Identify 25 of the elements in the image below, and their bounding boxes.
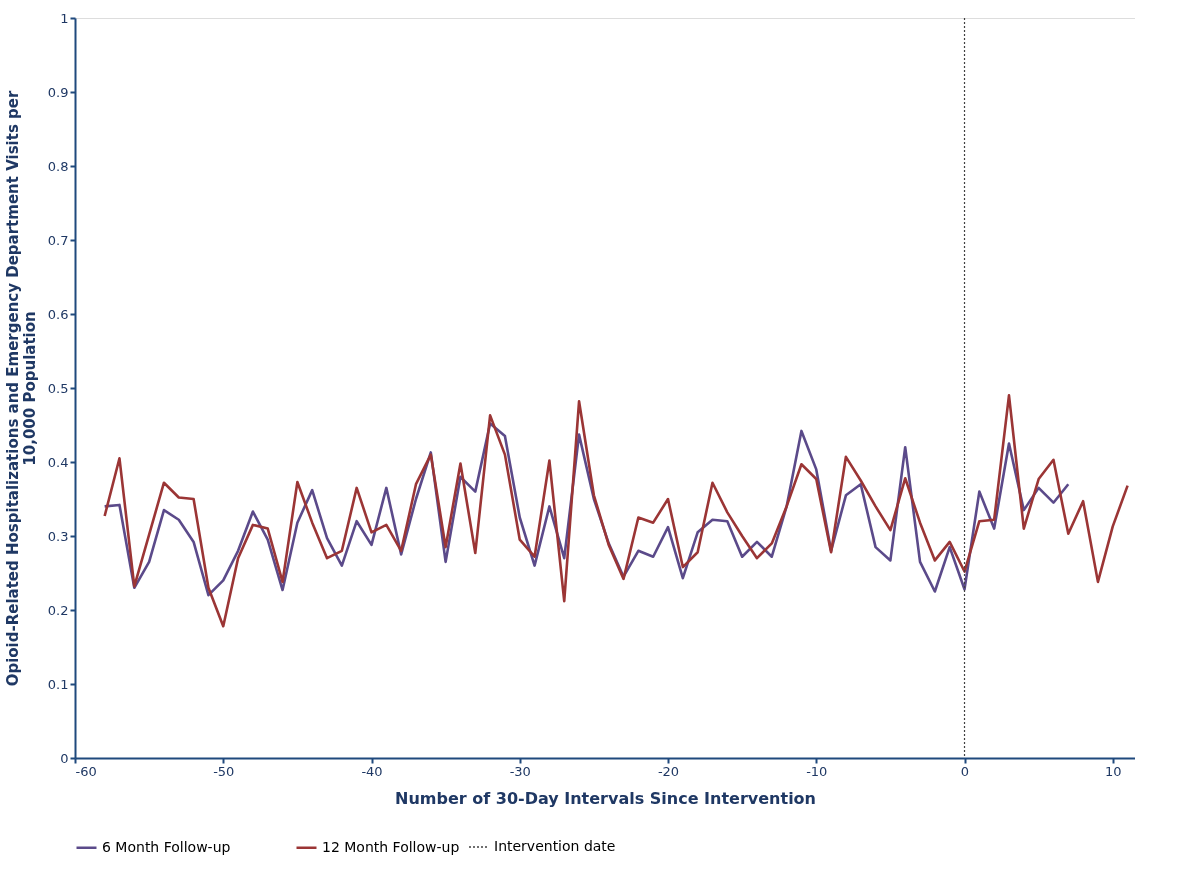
y-tick-label: 0.9 bbox=[47, 84, 69, 100]
x-tick-label: -60 bbox=[75, 763, 97, 779]
line-series bbox=[103, 394, 1129, 628]
x-tick-label: -40 bbox=[361, 763, 383, 779]
x-axis-title: Number of 30-Day Intervals Since Intervention bbox=[395, 788, 816, 808]
legend-label: 6 Month Follow-up bbox=[102, 838, 231, 855]
y-tick-label: 0.8 bbox=[47, 158, 69, 174]
legend-label: Intervention date bbox=[494, 838, 616, 854]
y-tick-label: 1 bbox=[60, 10, 69, 26]
x-tick-label: -50 bbox=[213, 763, 235, 779]
x-tick-label: -30 bbox=[509, 763, 531, 779]
y-tick-label: 0.5 bbox=[47, 380, 69, 396]
y-tick-label: 0.7 bbox=[47, 232, 69, 248]
y-axis-title: Opioid-Related Hospitalizations and Emergency Department Visits per 10,000 Population bbox=[3, 90, 39, 687]
y-tick-label: 0.4 bbox=[47, 454, 69, 470]
x-tick-label: 10 bbox=[1104, 763, 1122, 779]
y-tick-label: 0 bbox=[60, 750, 69, 766]
x-tick-label: 0 bbox=[960, 763, 970, 779]
x-tick-label: -20 bbox=[657, 763, 680, 779]
y-tick-label: 0.3 bbox=[47, 528, 69, 544]
y-tick-label: 0.1 bbox=[47, 676, 69, 692]
y-tick-label: 0.2 bbox=[47, 602, 69, 618]
legend-label: 12 Month Follow-up bbox=[322, 838, 460, 855]
x-tick-label: -10 bbox=[806, 763, 828, 779]
y-tick-label: 0.6 bbox=[47, 306, 69, 322]
